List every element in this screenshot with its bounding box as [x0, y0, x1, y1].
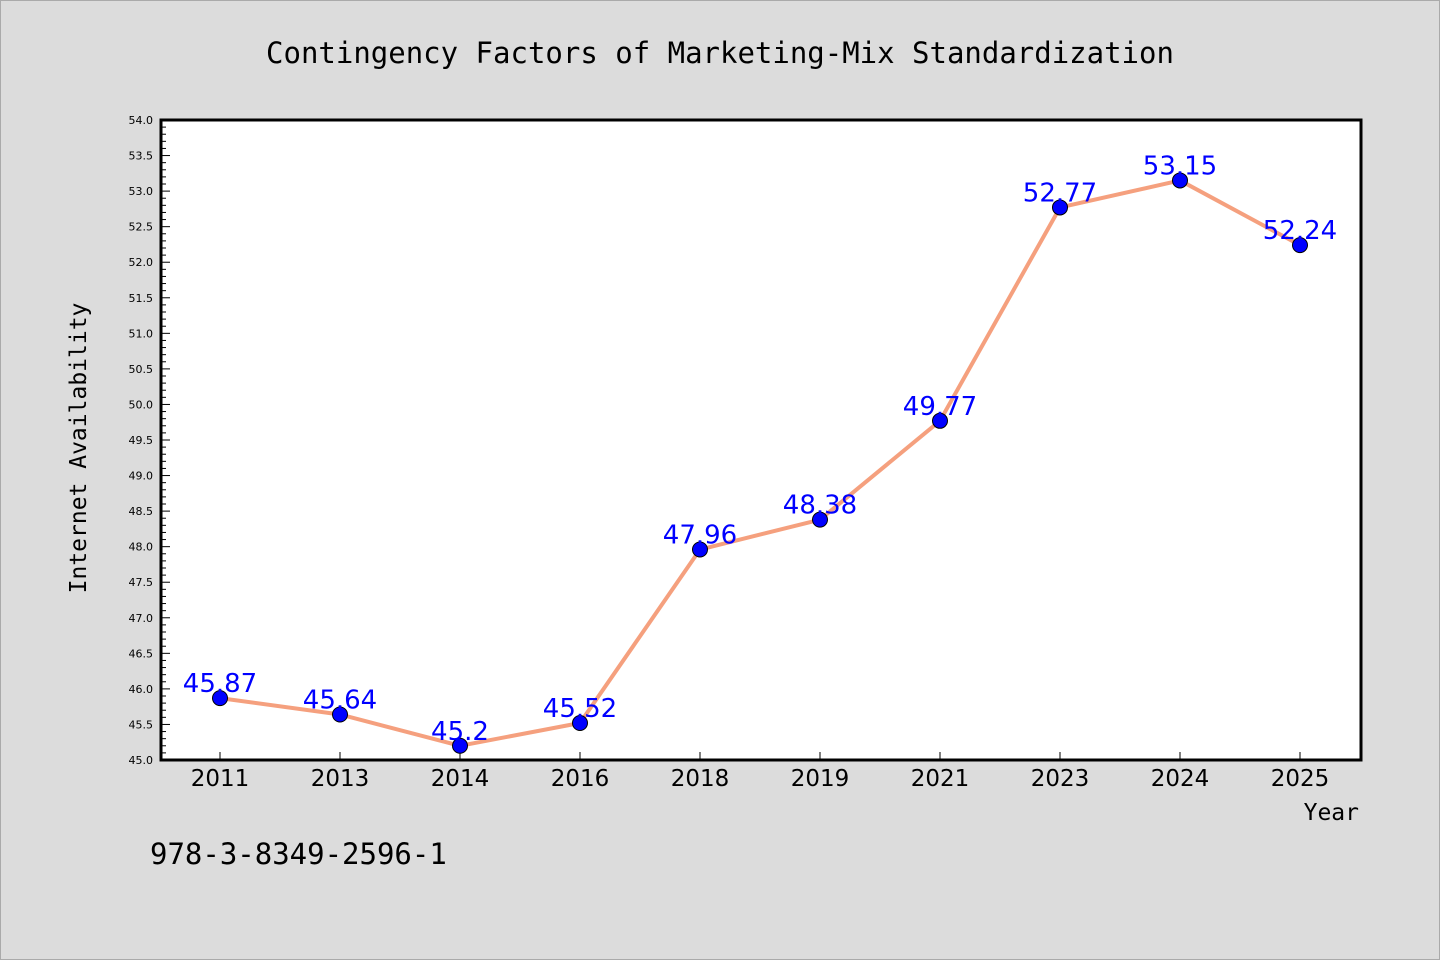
y-tick-label: 52.0: [129, 256, 154, 269]
y-tick-label: 45.5: [129, 718, 154, 731]
y-axis-label: Internet Availability: [66, 303, 92, 594]
series-line: [218, 178, 1302, 748]
data-label: 49.77: [903, 392, 977, 422]
data-point: [332, 706, 348, 723]
data-label: 48.38: [783, 491, 857, 521]
x-tick-label: 2021: [911, 766, 970, 792]
data-label: 53.15: [1143, 151, 1217, 181]
plot-area: [161, 120, 1361, 760]
y-tick-label: 45.0: [129, 754, 154, 767]
data-point: [1052, 199, 1068, 216]
y-tick-label: 46.5: [129, 647, 154, 660]
data-label: 45.2: [431, 717, 489, 747]
y-tick-label: 48.5: [129, 505, 154, 518]
y-tick-label: 50.0: [129, 398, 154, 411]
data-point: [812, 511, 828, 528]
y-tick-label: 53.5: [129, 150, 154, 163]
y-tick-label: 46.0: [129, 683, 154, 696]
y-axis: 45.0 45.5 46.0 46.5 47.0 47.5 48.0 48.5 49.0 49.5…: [129, 114, 170, 767]
chart-title: Contingency Factors of Marketing-Mix Sta…: [266, 36, 1174, 70]
footer-code: 978-3-8349-2596-1: [150, 837, 447, 871]
data-point: [212, 690, 228, 707]
x-tick-label: 2024: [1151, 766, 1210, 792]
y-tick-label: 47.0: [129, 612, 154, 625]
plot-frame: [159, 118, 1363, 762]
data-label: 45.64: [303, 685, 377, 715]
series-layer: 45.87 45.64 45.2 45.52 47.96 48.38 49.77 52.77 5…: [183, 151, 1337, 754]
y-tick-label: 52.5: [129, 221, 154, 234]
data-point: [572, 715, 588, 732]
data-label: 45.87: [183, 669, 257, 699]
x-axis-label: Year: [1304, 800, 1359, 826]
x-tick-label: 2019: [791, 766, 850, 792]
x-tick-label: 2016: [551, 766, 610, 792]
data-point: [1172, 172, 1188, 189]
y-tick-label: 48.0: [129, 541, 154, 554]
x-axis: 2011 2013 2014 2016 2018 2019 2021 2023 2024 2025: [191, 752, 1330, 792]
y-tick-label: 50.5: [129, 363, 154, 376]
y-tick-label: 51.0: [129, 327, 154, 340]
data-point: [932, 412, 948, 429]
y-tick-label: 51.5: [129, 292, 154, 305]
data-point: [452, 737, 468, 754]
y-tick-label: 54.0: [129, 114, 154, 127]
data-label: 52.24: [1263, 216, 1337, 246]
x-tick-label: 2014: [431, 766, 490, 792]
y-tick-label: 53.0: [129, 185, 154, 198]
data-point: [1292, 237, 1308, 254]
y-tick-label: 47.5: [129, 576, 154, 589]
data-point: [692, 541, 708, 558]
x-tick-label: 2025: [1271, 766, 1330, 792]
data-label: 45.52: [543, 694, 617, 724]
data-label: 52.77: [1023, 178, 1097, 208]
y-tick-label: 49.0: [129, 470, 154, 483]
x-tick-label: 2023: [1031, 766, 1090, 792]
y-tick-label: 49.5: [129, 434, 154, 447]
x-tick-label: 2011: [191, 766, 250, 792]
x-tick-label: 2018: [671, 766, 730, 792]
data-label: 47.96: [663, 521, 737, 551]
x-tick-label: 2013: [311, 766, 370, 792]
